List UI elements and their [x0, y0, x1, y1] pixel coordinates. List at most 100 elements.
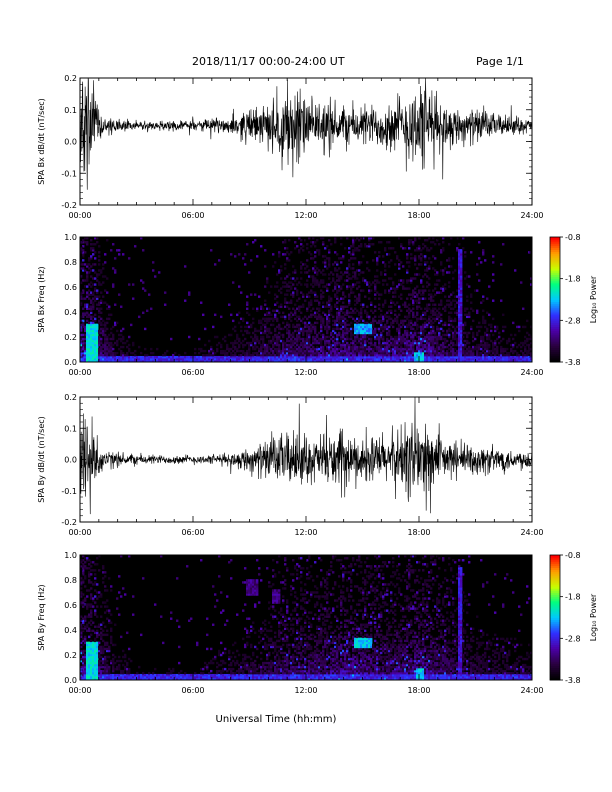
spectrogram-cell	[400, 297, 403, 300]
spectrogram-cell	[120, 353, 123, 357]
spectrogram-cell	[286, 331, 289, 335]
spectrogram-cell	[418, 339, 421, 343]
spectrogram-cell	[92, 641, 95, 645]
spectrogram-cell	[474, 355, 477, 359]
spectrogram-cell	[98, 321, 101, 325]
spectrogram-cell	[88, 677, 91, 681]
spectrogram-cell	[436, 327, 439, 331]
spectrogram-cell	[460, 347, 463, 351]
spectrogram-cell	[270, 353, 273, 357]
spectrogram-cell	[316, 333, 319, 337]
spectrogram-cell	[366, 323, 369, 327]
spectrogram-cell	[110, 337, 113, 341]
spectrogram-cell	[248, 313, 251, 317]
spectrogram-cell	[470, 301, 473, 304]
spectrogram-cell	[258, 341, 261, 345]
spectrogram-cell	[468, 355, 471, 359]
spectrogram-cell	[292, 335, 295, 339]
spectrogram-cell	[476, 325, 479, 329]
spectrogram-cell	[134, 353, 137, 357]
spectrogram-cell	[422, 333, 425, 337]
spectrogram-cell	[86, 629, 89, 633]
spectrogram-cell	[314, 271, 317, 274]
spectrogram-cell	[452, 355, 455, 359]
spectrogram-cell	[230, 347, 233, 351]
spectrogram-cell	[120, 329, 123, 333]
spectrogram-cell	[100, 627, 103, 630]
spectrogram-cell	[336, 349, 339, 353]
spectrogram-cell	[304, 299, 307, 302]
spectrogram-cell	[304, 325, 307, 329]
spectrogram-cell	[430, 341, 433, 345]
spectrogram-cell	[418, 249, 421, 252]
spectrogram-cell	[96, 557, 99, 560]
spectrogram-cell	[292, 349, 295, 353]
spectrogram-cell	[288, 289, 291, 292]
spectrogram-cell	[230, 355, 233, 359]
spectrogram-cell	[336, 295, 339, 298]
spectrogram-cell	[96, 647, 99, 651]
spectrogram-cell	[460, 273, 463, 276]
spectrogram-cell	[274, 293, 277, 296]
spectrogram-cell	[470, 353, 473, 357]
spectrogram-cell	[96, 583, 99, 586]
spectrogram-cell	[244, 351, 247, 355]
spectrogram-cell	[92, 665, 95, 669]
spectrogram-cell	[362, 331, 365, 335]
spectrogram-cell	[212, 353, 215, 357]
spectrogram-cell	[274, 315, 277, 319]
spectrogram-cell	[334, 281, 337, 284]
spectrogram-cell	[396, 321, 399, 325]
spectrogram-cell	[298, 339, 301, 343]
spectrogram-cell	[98, 647, 101, 651]
spectrogram-cell	[344, 327, 347, 331]
spectrogram-cell	[494, 353, 497, 357]
spectrogram-cell	[82, 345, 85, 349]
spectrogram-cell	[376, 275, 379, 278]
spectrogram-cell	[90, 359, 93, 363]
spectrogram-cell	[234, 359, 237, 363]
spectrogram-cell	[346, 333, 349, 337]
spectrogram-cell	[90, 345, 93, 349]
spectrogram-cell	[434, 337, 437, 341]
spectrogram-cell	[88, 603, 91, 606]
spectrogram-cell	[382, 279, 385, 282]
spectrogram-cell	[428, 349, 431, 353]
spectrogram-cell	[374, 353, 377, 357]
spectrogram-cell	[388, 247, 391, 250]
spectrogram-cell	[86, 339, 89, 343]
spectrogram-cell	[90, 321, 93, 325]
spectrogram-cell	[494, 359, 497, 363]
spectrogram-cell	[306, 351, 309, 355]
spectrogram-cell	[314, 293, 317, 296]
spectrogram-cell	[90, 315, 93, 319]
spectrogram-cell	[86, 557, 89, 560]
spectrogram-cell	[464, 357, 467, 361]
spectrogram-cell	[368, 341, 371, 345]
spectrogram-cell	[82, 669, 85, 673]
spectrogram-cell	[102, 329, 105, 333]
spectrogram-cell	[456, 351, 459, 355]
spectrogram-cell	[94, 669, 97, 673]
spectrogram-cell	[484, 259, 487, 262]
spectrogram-cell	[110, 351, 113, 355]
spectrogram-cell	[320, 353, 323, 357]
spectrogram-cell	[230, 353, 233, 357]
spectrogram-cell	[324, 343, 327, 347]
spectrogram-cell	[404, 329, 407, 333]
spectrogram-cell	[266, 321, 269, 325]
spectrogram-cell	[84, 649, 87, 653]
spectrogram-cell	[362, 329, 365, 333]
spectrogram-cell	[422, 275, 425, 278]
spectrogram-cell	[318, 281, 321, 284]
spectrogram-cell	[346, 319, 349, 323]
spectrogram-cell	[258, 359, 261, 363]
spectrogram-cell	[442, 249, 445, 252]
spectrogram-cell	[128, 283, 131, 286]
spectrogram-cell	[442, 347, 445, 351]
spectrogram-cell	[282, 327, 285, 331]
spectrogram-cell	[106, 667, 109, 671]
spectrogram-cell	[90, 657, 93, 661]
spectrogram-cell	[408, 343, 411, 347]
spectrogram-cell	[80, 323, 83, 327]
